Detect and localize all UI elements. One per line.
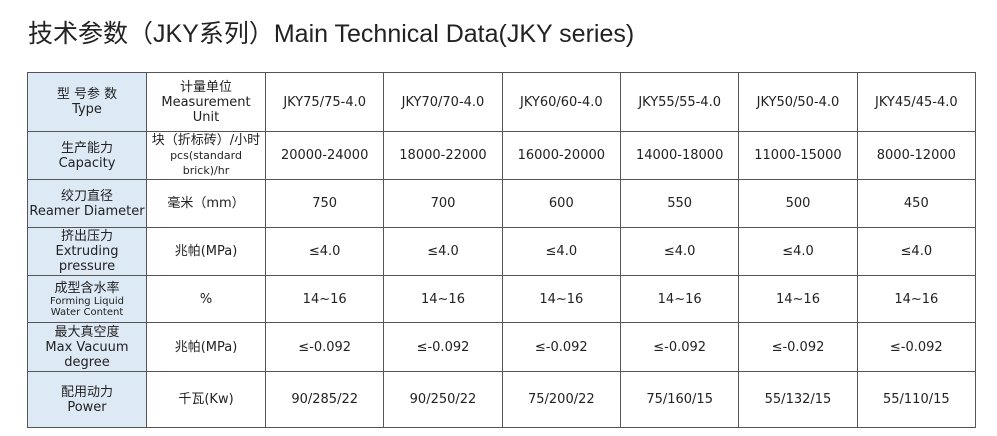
row-label-line: 绞刀直径 <box>60 188 113 204</box>
unit-cell-line: 兆帕(MPa) <box>174 339 238 355</box>
value-cell: 18000-22000 <box>383 131 503 180</box>
value-cell: 600 <box>501 179 621 228</box>
value-cell: ≤4.0 <box>619 227 740 276</box>
unit-cell-line: 计量单位 <box>179 79 232 95</box>
unit-cell-line: 兆帕(MPa) <box>174 244 238 259</box>
table-row: 配用动力 Power 千瓦(Kw) 90/285/22 90/250/22 75/200/… <box>27 371 977 428</box>
value-cell: ≤4.0 <box>738 227 858 276</box>
value-cell: ≤-0.092 <box>738 322 858 372</box>
unit-cell: 块（折标砖）/小时 pcs(standard brick)/hr <box>146 131 266 180</box>
unit-cell: 兆帕(MPa) <box>146 322 266 372</box>
value-cell: 700 <box>383 179 503 228</box>
row-label: 成型含水率 Forming Liquid Water Content <box>27 275 147 323</box>
row-label-line: 成型含水率 <box>54 280 120 296</box>
row-label-line: Max Vacuum degree <box>45 339 129 370</box>
value-cell: JKY50/50-4.0 <box>738 72 858 132</box>
row-label: 配用动力 Power <box>27 371 147 428</box>
value-cell: ≤-0.092 <box>501 322 621 372</box>
value-cell: 14~16 <box>856 275 977 323</box>
value-cell: 55/132/15 <box>738 371 858 428</box>
value-cell: JKY70/70-4.0 <box>383 72 503 132</box>
value-cell: ≤-0.092 <box>856 322 977 372</box>
row-label-line: 配用动力 <box>60 384 113 400</box>
unit-cell: 计量单位 Measurement Unit <box>146 72 266 132</box>
value-cell: 14000-18000 <box>619 131 740 180</box>
table-row: 型 号参 数 Type 计量单位 Measurement Unit JKY75/75-4… <box>27 72 977 132</box>
value-cell: 14~16 <box>501 275 621 323</box>
value-cell: 75/160/15 <box>619 371 740 428</box>
table-row: 成型含水率 Forming Liquid Water Content% 14~16 14… <box>27 275 977 323</box>
unit-cell-line: 毫米（mm） <box>167 196 245 211</box>
value-cell: 20000-24000 <box>264 131 385 180</box>
row-label-line: Extruding pressure <box>55 244 119 274</box>
table-row: 挤出压力 Extruding pressure 兆帕(MPa) ≤4.0 ≤4.0 ≤4.… <box>27 227 977 276</box>
unit-cell-line: Measurement Unit <box>161 94 251 125</box>
row-label: 绞刀直径 Reamer Diameter <box>27 179 147 228</box>
value-cell: 14~16 <box>738 275 858 323</box>
table-row: 生产能力 Capacity 块（折标砖）/小时 pcs(standard brick)… <box>27 131 977 180</box>
row-label-line: Forming Liquid <box>50 295 124 307</box>
row-label-line: 挤出压力 <box>60 229 113 244</box>
value-cell: 16000-20000 <box>501 131 621 180</box>
value-cell: JKY45/45-4.0 <box>856 72 977 132</box>
value-cell: ≤4.0 <box>383 227 503 276</box>
value-cell: ≤4.0 <box>856 227 977 276</box>
value-cell: 750 <box>264 179 385 228</box>
value-cell: 14~16 <box>383 275 503 323</box>
value-cell: JKY60/60-4.0 <box>501 72 621 132</box>
row-label-line: Power <box>67 399 107 415</box>
value-cell: JKY55/55-4.0 <box>619 72 740 132</box>
row-label: 生产能力 Capacity <box>27 131 147 180</box>
value-cell: JKY75/75-4.0 <box>264 72 385 132</box>
unit-cell-line: 块（折标砖）/小时 <box>151 133 261 148</box>
value-cell: 11000-15000 <box>738 131 858 180</box>
spec-table: 型 号参 数 Type 计量单位 Measurement Unit JKY75/75-4… <box>27 72 977 428</box>
unit-cell: 兆帕(MPa) <box>146 227 266 276</box>
value-cell: 90/285/22 <box>264 371 385 428</box>
value-cell: 90/250/22 <box>383 371 503 428</box>
value-cell: 75/200/22 <box>501 371 621 428</box>
row-label: 挤出压力 Extruding pressure <box>27 227 147 276</box>
title: 技术参数（JKY系列）Main Technical Data(JKY serie… <box>28 20 635 48</box>
unit-cell-line: 千瓦(Kw) <box>178 392 234 407</box>
unit-cell: 毫米（mm） <box>146 179 266 228</box>
value-cell: 500 <box>738 179 858 228</box>
row-label: 型 号参 数 Type <box>27 72 147 132</box>
table-row: 绞刀直径 Reamer Diameter 毫米（mm） 750 700 600 550 500… <box>27 179 977 228</box>
unit-cell-line: pcs(standard brick)/hr <box>170 149 242 177</box>
unit-cell: 千瓦(Kw) <box>146 371 266 428</box>
value-cell: 8000-12000 <box>856 131 977 180</box>
row-label-line: Type <box>72 102 102 117</box>
unit-cell-line: % <box>199 291 213 307</box>
value-cell: 450 <box>856 179 977 228</box>
value-cell: 55/110/15 <box>856 371 977 428</box>
row-label-line: 最大真空度 <box>54 324 120 340</box>
row-label-line: 型 号参 数 <box>56 87 118 102</box>
value-cell: ≤4.0 <box>501 227 621 276</box>
row-label-line: Reamer Diameter <box>29 203 145 219</box>
value-cell: ≤-0.092 <box>264 322 385 372</box>
value-cell: 14~16 <box>264 275 385 323</box>
value-cell: 14~16 <box>619 275 740 323</box>
unit-cell: % <box>146 275 266 323</box>
row-label: 最大真空度 Max Vacuum degree <box>27 322 147 372</box>
value-cell: ≤-0.092 <box>619 322 740 372</box>
table-row: 最大真空度 Max Vacuum degree 兆帕(MPa) ≤-0.092 ≤-0.… <box>27 322 977 372</box>
row-label-line: 生产能力 <box>60 140 113 156</box>
value-cell: ≤-0.092 <box>383 322 503 372</box>
value-cell: 550 <box>619 179 740 228</box>
row-label-line: Water Content <box>50 306 124 318</box>
row-label-line: Capacity <box>58 155 116 171</box>
value-cell: ≤4.0 <box>264 227 385 276</box>
